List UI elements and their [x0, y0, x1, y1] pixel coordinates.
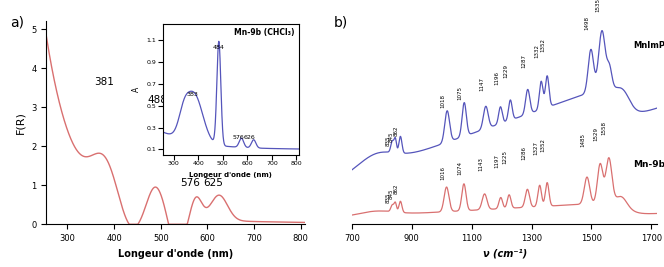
Text: Mn-9b: Mn-9b	[633, 160, 664, 169]
X-axis label: Longeur d'onde (nm): Longeur d'onde (nm)	[189, 172, 272, 178]
Text: 1286: 1286	[521, 146, 526, 160]
Y-axis label: A: A	[132, 87, 141, 92]
Text: 1485: 1485	[580, 134, 586, 147]
Text: 381: 381	[94, 77, 114, 87]
Text: 1147: 1147	[479, 77, 484, 91]
Text: 1352: 1352	[540, 138, 546, 152]
Text: 1016: 1016	[440, 166, 445, 180]
X-axis label: Longeur d'onde (nm): Longeur d'onde (nm)	[118, 249, 234, 258]
Text: 1075: 1075	[457, 86, 463, 100]
Text: Mn-9b (CHCl₃): Mn-9b (CHCl₃)	[234, 28, 295, 37]
Text: 625: 625	[203, 178, 223, 188]
Text: 1529: 1529	[593, 127, 598, 141]
Text: 845: 845	[389, 189, 394, 199]
Text: 1498: 1498	[584, 15, 590, 30]
Text: MnImP-TiO₂-2: MnImP-TiO₂-2	[633, 41, 664, 50]
Text: 862: 862	[394, 184, 399, 194]
Text: 1225: 1225	[503, 150, 508, 164]
X-axis label: ν (cm⁻¹): ν (cm⁻¹)	[483, 249, 527, 258]
Text: 1327: 1327	[533, 141, 539, 155]
Text: 1558: 1558	[602, 121, 606, 135]
Text: 484: 484	[213, 45, 225, 50]
Text: b): b)	[333, 15, 348, 29]
Y-axis label: F(R): F(R)	[16, 111, 26, 134]
Text: 1143: 1143	[478, 157, 483, 171]
Text: 488: 488	[147, 95, 167, 105]
Text: 383: 383	[187, 92, 199, 97]
Text: 1197: 1197	[494, 154, 499, 168]
Text: 845: 845	[389, 131, 394, 142]
Text: a): a)	[10, 15, 24, 29]
Text: 862: 862	[394, 126, 399, 136]
Text: 1018: 1018	[441, 94, 446, 108]
Text: 835: 835	[386, 193, 391, 203]
Text: 626: 626	[243, 135, 255, 140]
Text: 835: 835	[386, 136, 391, 146]
Text: 1332: 1332	[535, 44, 540, 58]
Text: 1352: 1352	[540, 38, 546, 52]
Text: 576: 576	[180, 178, 200, 188]
Text: 1535: 1535	[595, 0, 600, 12]
Text: 1196: 1196	[494, 70, 499, 85]
Text: 576: 576	[232, 135, 244, 140]
Text: 1229: 1229	[504, 64, 509, 78]
Text: 1074: 1074	[457, 162, 462, 175]
Text: 1287: 1287	[521, 54, 526, 68]
